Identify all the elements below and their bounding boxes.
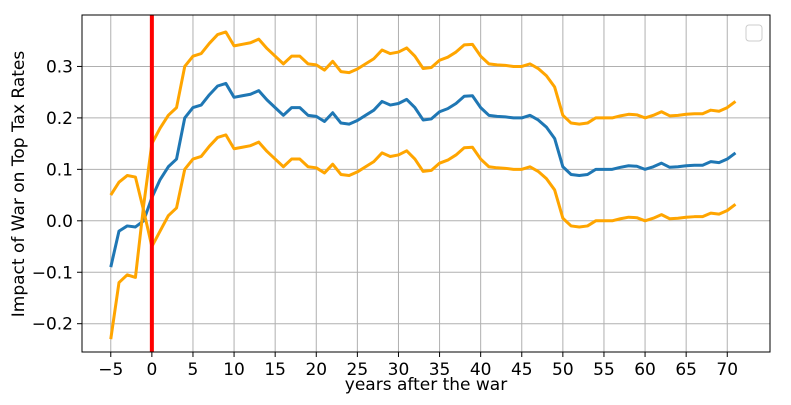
x-tick-label: 35 — [429, 360, 451, 380]
y-tick-label: 0.3 — [46, 57, 73, 77]
y-tick-label: −0.2 — [32, 315, 73, 335]
x-tick-label: 25 — [347, 360, 369, 380]
x-tick-label: 60 — [634, 360, 656, 380]
x-tick-label: 55 — [593, 360, 615, 380]
series-line — [109, 30, 737, 340]
x-tick-label: 50 — [552, 360, 574, 380]
x-axis-label: years after the war — [345, 375, 507, 395]
legend-box — [745, 24, 763, 42]
x-tick-label: 15 — [264, 360, 286, 380]
series-line — [109, 133, 737, 249]
x-tick-label: 45 — [511, 360, 533, 380]
x-tick-label: 65 — [675, 360, 697, 380]
series-line — [109, 81, 737, 268]
y-tick-label: 0.2 — [46, 109, 73, 129]
x-tick-label: 30 — [388, 360, 410, 380]
x-tick-label: 20 — [305, 360, 327, 380]
x-tick-label: 10 — [223, 360, 245, 380]
y-tick-label: −0.1 — [32, 263, 73, 283]
plot-frame — [81, 14, 771, 353]
x-tick-label: 40 — [470, 360, 492, 380]
x-tick-label: 70 — [716, 360, 738, 380]
x-tick-label: 5 — [188, 360, 199, 380]
y-tick-label: 0.0 — [46, 212, 73, 232]
y-axis-label: Impact of War on Top Tax Rates — [9, 51, 29, 318]
x-tick-label: 0 — [146, 360, 157, 380]
y-tick-label: 0.1 — [46, 160, 73, 180]
x-tick-label: −5 — [98, 360, 123, 380]
